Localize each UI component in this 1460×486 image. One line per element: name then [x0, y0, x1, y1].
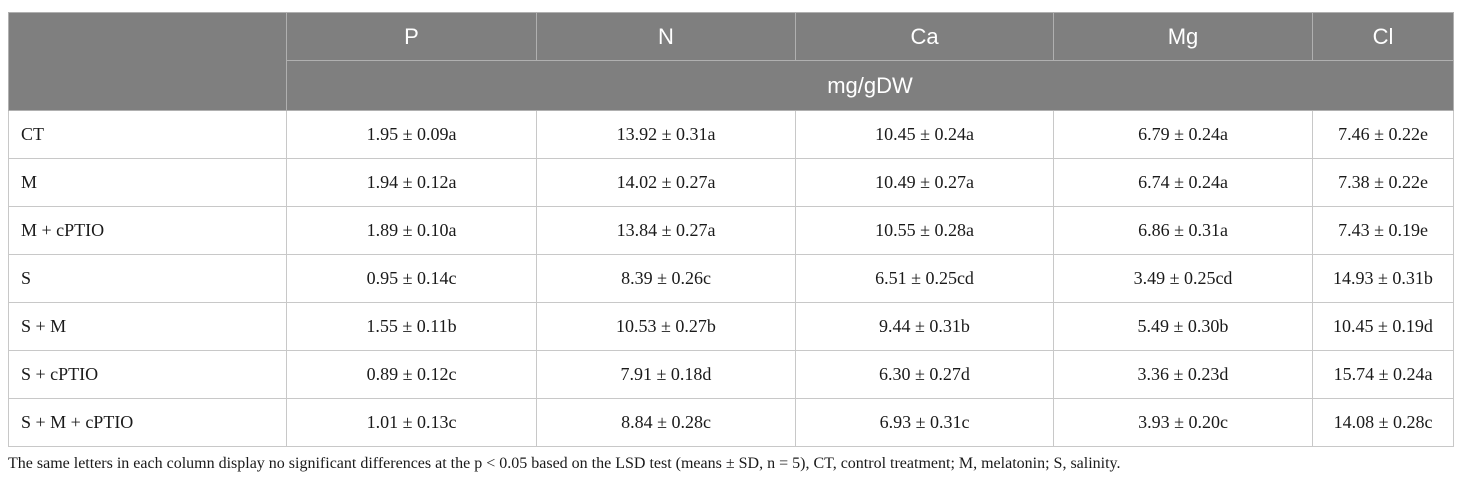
table-cell: 10.55 ± 0.28a: [795, 206, 1054, 255]
table-cell: 1.95 ± 0.09a: [286, 110, 537, 159]
table-cell: 1.01 ± 0.13c: [286, 398, 537, 447]
table-row: CT 1.95 ± 0.09a 13.92 ± 0.31a 10.45 ± 0.24a…: [8, 110, 1454, 159]
table-cell: 10.53 ± 0.27b: [536, 302, 796, 351]
header-row: P N Ca Mg Cl: [8, 12, 1454, 111]
table-cell: 6.86 ± 0.31a: [1053, 206, 1313, 255]
table-cell: 3.93 ± 0.20c: [1053, 398, 1313, 447]
row-label: S + M: [8, 302, 287, 351]
table-cell: 7.91 ± 0.18d: [536, 350, 796, 399]
data-table: P N Ca Mg Cl mg/gDW CT 1.95 ± 0.09a 13.92 …: [8, 12, 1454, 447]
table-cell: 10.49 ± 0.27a: [795, 158, 1054, 207]
column-header-n: N: [536, 12, 796, 61]
table-cell: 15.74 ± 0.24a: [1312, 350, 1454, 399]
row-label: CT: [8, 110, 287, 159]
table-cell: 6.51 ± 0.25cd: [795, 254, 1054, 303]
table-cell: 14.02 ± 0.27a: [536, 158, 796, 207]
row-label: S: [8, 254, 287, 303]
table-cell: 6.79 ± 0.24a: [1053, 110, 1313, 159]
table-cell: 1.55 ± 0.11b: [286, 302, 537, 351]
table-cell: 10.45 ± 0.19d: [1312, 302, 1454, 351]
table-cell: 7.46 ± 0.22e: [1312, 110, 1454, 159]
table-cell: 0.95 ± 0.14c: [286, 254, 537, 303]
column-header-mg: Mg: [1053, 12, 1313, 61]
table-cell: 8.39 ± 0.26c: [536, 254, 796, 303]
table-cell: 13.92 ± 0.31a: [536, 110, 796, 159]
table-footnote: The same letters in each column display …: [8, 455, 1121, 472]
column-header-cl: Cl: [1312, 12, 1454, 61]
row-label: M + cPTIO: [8, 206, 287, 255]
column-header-p: P: [286, 12, 537, 61]
table-header: P N Ca Mg Cl mg/gDW: [8, 12, 1454, 111]
unit-header: mg/gDW: [286, 60, 1454, 111]
table-cell: 1.94 ± 0.12a: [286, 158, 537, 207]
table-row: S + M 1.55 ± 0.11b 10.53 ± 0.27b 9.44 ± 0.3…: [8, 302, 1454, 351]
table-cell: 1.89 ± 0.10a: [286, 206, 537, 255]
table-cell: 6.93 ± 0.31c: [795, 398, 1054, 447]
table-cell: 3.49 ± 0.25cd: [1053, 254, 1313, 303]
header-corner-cell: [8, 12, 287, 111]
table-cell: 6.74 ± 0.24a: [1053, 158, 1313, 207]
table-cell: 8.84 ± 0.28c: [536, 398, 796, 447]
table-cell: 0.89 ± 0.12c: [286, 350, 537, 399]
table-row: S + cPTIO 0.89 ± 0.12c 7.91 ± 0.18d 6.30 ± …: [8, 350, 1454, 399]
table-cell: 14.08 ± 0.28c: [1312, 398, 1454, 447]
table-cell: 7.43 ± 0.19e: [1312, 206, 1454, 255]
table-cell: 3.36 ± 0.23d: [1053, 350, 1313, 399]
table-cell: 6.30 ± 0.27d: [795, 350, 1054, 399]
table-cell: 13.84 ± 0.27a: [536, 206, 796, 255]
table-cell: 14.93 ± 0.31b: [1312, 254, 1454, 303]
table-row: M 1.94 ± 0.12a 14.02 ± 0.27a 10.49 ± 0.27a 6…: [8, 158, 1454, 207]
table-row: M + cPTIO 1.89 ± 0.10a 13.84 ± 0.27a 10.55 …: [8, 206, 1454, 255]
table-row: S 0.95 ± 0.14c 8.39 ± 0.26c 6.51 ± 0.25cd 3.…: [8, 254, 1454, 303]
table-cell: 7.38 ± 0.22e: [1312, 158, 1454, 207]
row-label: M: [8, 158, 287, 207]
row-label: S + M + cPTIO: [8, 398, 287, 447]
table-cell: 5.49 ± 0.30b: [1053, 302, 1313, 351]
row-label: S + cPTIO: [8, 350, 287, 399]
table-cell: 9.44 ± 0.31b: [795, 302, 1054, 351]
unit-row: mg/gDW: [9, 60, 1454, 111]
table-row: S + M + cPTIO 1.01 ± 0.13c 8.84 ± 0.28c 6.9…: [8, 398, 1454, 447]
table-body: CT 1.95 ± 0.09a 13.92 ± 0.31a 10.45 ± 0.24a…: [8, 110, 1454, 447]
column-header-ca: Ca: [795, 12, 1054, 61]
table-cell: 10.45 ± 0.24a: [795, 110, 1054, 159]
